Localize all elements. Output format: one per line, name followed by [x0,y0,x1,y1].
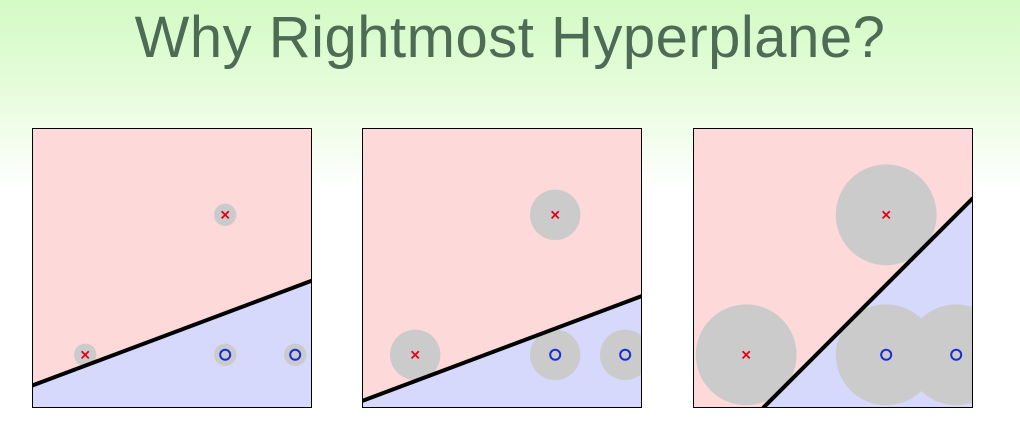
o-marker-3 [880,348,893,361]
panel-frame [362,128,642,408]
margin-disk-3 [214,343,237,366]
hyperplane-panel-1 [32,128,312,408]
panel-frame [693,128,973,408]
o-marker-3 [549,348,562,361]
margin-disk-3 [835,304,937,406]
panel-plot-area [362,128,642,408]
panel-plot-area [32,128,312,408]
slide-title: Why Rightmost Hyperplane? [134,5,886,70]
x-marker-1 [741,350,751,360]
panel-plot-area [693,128,973,408]
hyperplane-panel-3 [693,128,973,408]
o-marker-4 [950,348,963,361]
o-marker-4 [289,348,302,361]
panel-frame [32,128,312,408]
margin-disk-4 [284,343,307,366]
x-marker-1 [410,350,420,360]
o-marker-3 [219,348,232,361]
x-marker-stroke [741,350,751,360]
x-marker-2 [220,210,230,220]
x-marker-stroke [80,350,90,360]
x-marker-stroke [410,350,420,360]
margin-disk-4 [905,304,973,406]
x-marker-2 [550,210,560,220]
x-marker-stroke [881,210,891,220]
margin-disk-3 [530,329,581,380]
hyperplane-line [362,294,642,403]
panel-2-svg [362,128,642,408]
x-marker-stroke [550,210,560,220]
hyperplane-line [32,278,312,388]
x-marker-2 [881,210,891,220]
panel-1-svg [32,128,312,408]
hyperplane-panel-2 [362,128,642,408]
panel-3-svg [693,128,973,408]
x-marker-stroke [220,210,230,220]
x-marker-1 [80,350,90,360]
hyperplane-line [761,196,973,408]
o-marker-4 [619,348,632,361]
o-class-region [32,280,312,408]
